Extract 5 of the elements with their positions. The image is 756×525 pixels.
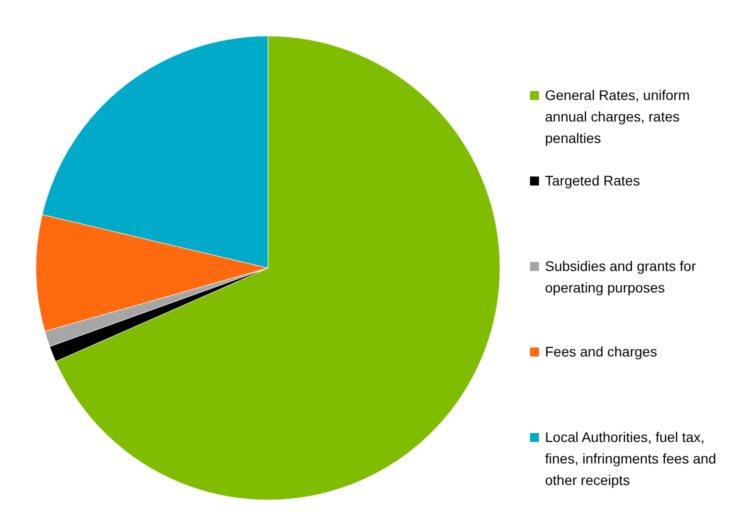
legend-label: Fees and charges — [545, 344, 658, 360]
legend-label: Local Authorities, fuel tax, fines, infringments fees and other receipts — [545, 429, 716, 488]
legend-label: General Rates, uniform annual charges, rates penalties — [545, 87, 690, 146]
legend-label: Targeted Rates — [545, 172, 640, 188]
legend-label: Subsidies and grants for operating purposes — [545, 258, 696, 296]
